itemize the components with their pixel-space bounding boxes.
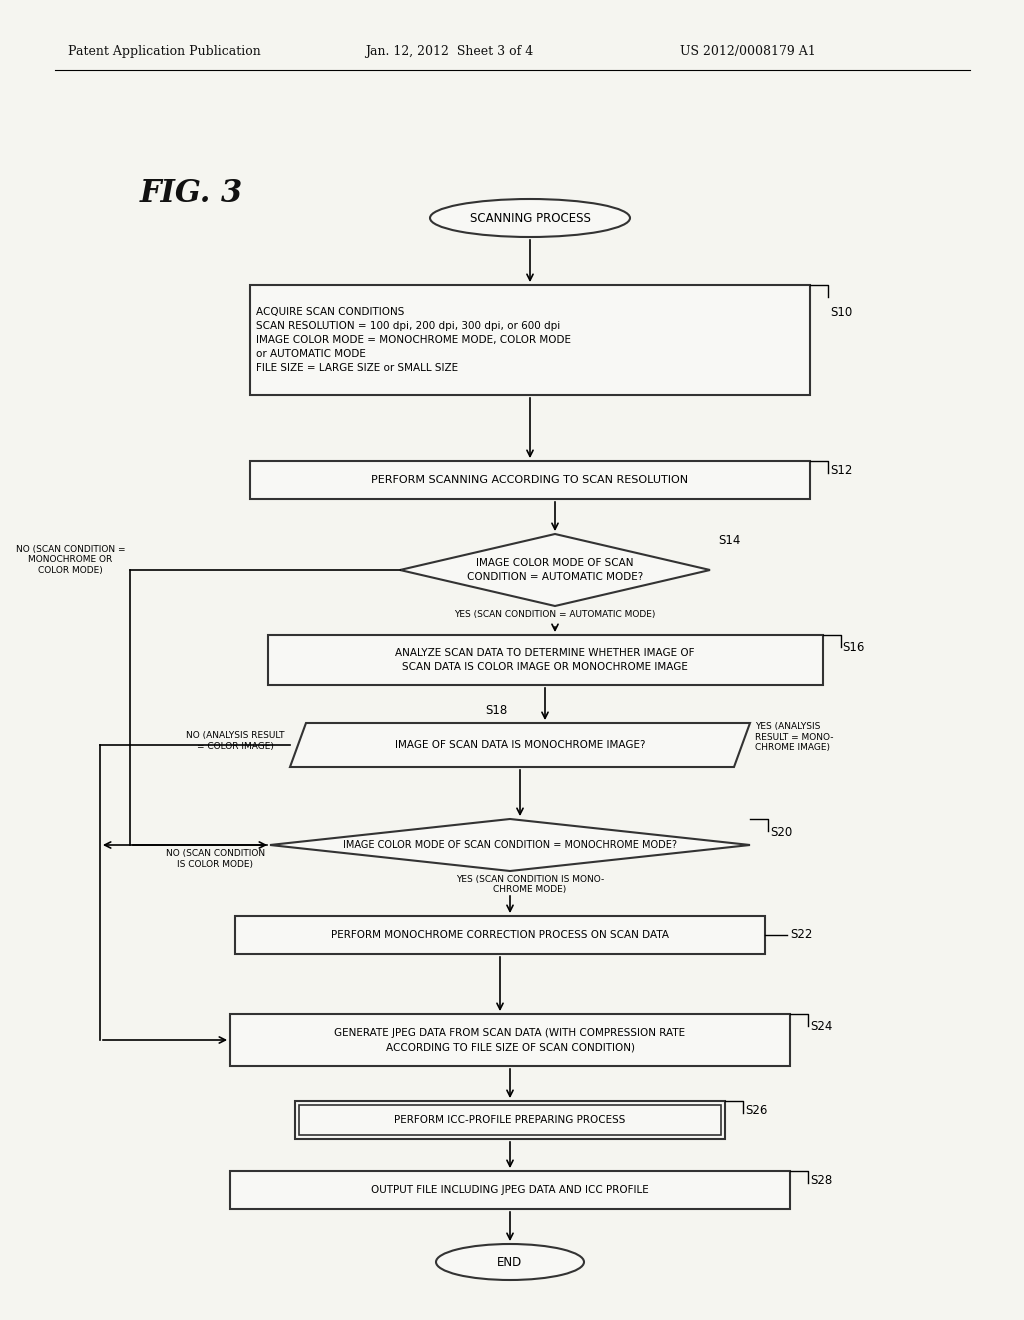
Text: YES (SCAN CONDITION = AUTOMATIC MODE): YES (SCAN CONDITION = AUTOMATIC MODE) [455, 610, 655, 619]
Text: S10: S10 [830, 306, 852, 319]
Text: IMAGE OF SCAN DATA IS MONOCHROME IMAGE?: IMAGE OF SCAN DATA IS MONOCHROME IMAGE? [394, 741, 645, 750]
Text: YES (SCAN CONDITION IS MONO-
CHROME MODE): YES (SCAN CONDITION IS MONO- CHROME MODE… [456, 875, 604, 895]
Text: US 2012/0008179 A1: US 2012/0008179 A1 [680, 45, 816, 58]
Polygon shape [290, 723, 750, 767]
Text: PERFORM SCANNING ACCORDING TO SCAN RESOLUTION: PERFORM SCANNING ACCORDING TO SCAN RESOL… [372, 475, 688, 484]
Text: S12: S12 [830, 465, 852, 477]
Text: ANALYZE SCAN DATA TO DETERMINE WHETHER IMAGE OF
SCAN DATA IS COLOR IMAGE OR MONO: ANALYZE SCAN DATA TO DETERMINE WHETHER I… [395, 648, 694, 672]
FancyBboxPatch shape [250, 461, 810, 499]
Text: S26: S26 [745, 1104, 767, 1117]
Text: S28: S28 [810, 1173, 833, 1187]
Text: PERFORM MONOCHROME CORRECTION PROCESS ON SCAN DATA: PERFORM MONOCHROME CORRECTION PROCESS ON… [331, 931, 669, 940]
Text: S18: S18 [485, 704, 507, 717]
Ellipse shape [436, 1243, 584, 1280]
Polygon shape [270, 818, 750, 871]
Text: S22: S22 [790, 928, 812, 941]
Text: S20: S20 [770, 825, 793, 838]
FancyBboxPatch shape [230, 1171, 790, 1209]
FancyBboxPatch shape [267, 635, 822, 685]
Text: PERFORM ICC-PROFILE PREPARING PROCESS: PERFORM ICC-PROFILE PREPARING PROCESS [394, 1115, 626, 1125]
Text: Patent Application Publication: Patent Application Publication [68, 45, 261, 58]
Text: SCANNING PROCESS: SCANNING PROCESS [470, 211, 591, 224]
FancyBboxPatch shape [295, 1101, 725, 1139]
Text: NO (SCAN CONDITION =
MONOCHROME OR
COLOR MODE): NO (SCAN CONDITION = MONOCHROME OR COLOR… [15, 545, 125, 576]
Text: YES (ANALYSIS
RESULT = MONO-
CHROME IMAGE): YES (ANALYSIS RESULT = MONO- CHROME IMAG… [755, 722, 834, 752]
Text: S24: S24 [810, 1020, 833, 1034]
Text: END: END [498, 1255, 522, 1269]
FancyBboxPatch shape [250, 285, 810, 395]
FancyBboxPatch shape [230, 1014, 790, 1067]
Text: NO (SCAN CONDITION
IS COLOR MODE): NO (SCAN CONDITION IS COLOR MODE) [166, 849, 265, 869]
Text: OUTPUT FILE INCLUDING JPEG DATA AND ICC PROFILE: OUTPUT FILE INCLUDING JPEG DATA AND ICC … [371, 1185, 649, 1195]
Text: NO (ANALYSIS RESULT
= COLOR IMAGE): NO (ANALYSIS RESULT = COLOR IMAGE) [186, 731, 285, 751]
FancyBboxPatch shape [234, 916, 765, 954]
FancyBboxPatch shape [299, 1105, 721, 1135]
Text: IMAGE COLOR MODE OF SCAN
CONDITION = AUTOMATIC MODE?: IMAGE COLOR MODE OF SCAN CONDITION = AUT… [467, 558, 643, 582]
Text: ACQUIRE SCAN CONDITIONS
SCAN RESOLUTION = 100 dpi, 200 dpi, 300 dpi, or 600 dpi
: ACQUIRE SCAN CONDITIONS SCAN RESOLUTION … [256, 308, 571, 374]
Text: FIG. 3: FIG. 3 [140, 177, 244, 209]
Text: GENERATE JPEG DATA FROM SCAN DATA (WITH COMPRESSION RATE
ACCORDING TO FILE SIZE : GENERATE JPEG DATA FROM SCAN DATA (WITH … [335, 1028, 685, 1052]
Polygon shape [400, 535, 710, 606]
Text: IMAGE COLOR MODE OF SCAN CONDITION = MONOCHROME MODE?: IMAGE COLOR MODE OF SCAN CONDITION = MON… [343, 840, 677, 850]
Text: Jan. 12, 2012  Sheet 3 of 4: Jan. 12, 2012 Sheet 3 of 4 [365, 45, 534, 58]
Text: S14: S14 [718, 533, 740, 546]
Ellipse shape [430, 199, 630, 238]
Text: S16: S16 [843, 642, 865, 653]
